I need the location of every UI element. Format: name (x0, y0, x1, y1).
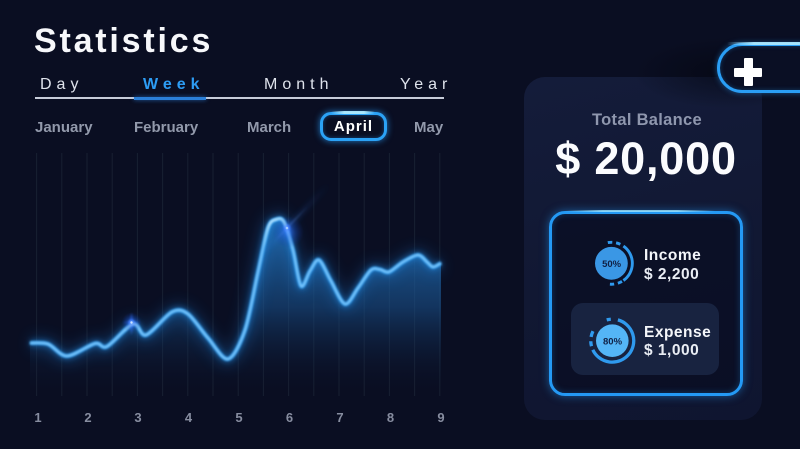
svg-text:5: 5 (235, 410, 242, 425)
svg-text:4: 4 (185, 410, 193, 425)
svg-text:3: 3 (134, 410, 141, 425)
svg-text:50%: 50% (602, 259, 622, 270)
svg-text:2: 2 (84, 410, 91, 425)
svg-text:80%: 80% (603, 336, 623, 347)
svg-text:1: 1 (34, 410, 41, 425)
svg-text:7: 7 (336, 410, 343, 425)
svg-text:9: 9 (437, 410, 444, 425)
svg-text:8: 8 (387, 410, 394, 425)
svg-text:6: 6 (286, 410, 293, 425)
